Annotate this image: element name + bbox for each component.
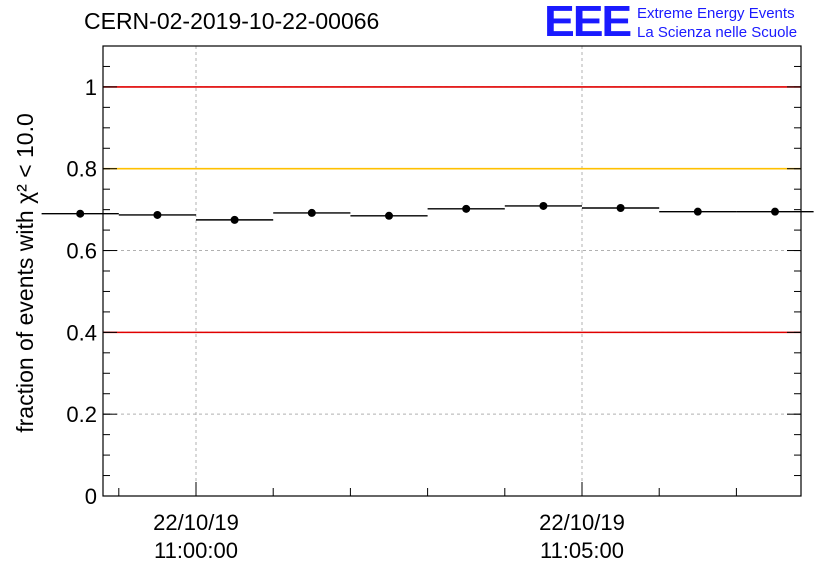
data-point: [771, 207, 779, 216]
data-point: [693, 207, 702, 216]
data-point: [385, 211, 393, 220]
y-tick-label: 0: [85, 484, 97, 509]
logo-caption: Extreme Energy Events La Scienza nelle S…: [637, 4, 797, 42]
y-tick-label: 1: [85, 75, 97, 100]
data-point: [153, 210, 162, 219]
data-point: [230, 215, 239, 224]
chart-title: CERN-02-2019-10-22-00066: [84, 8, 380, 34]
x-tick-label-date: 22/10/19: [539, 510, 625, 535]
data-point: [307, 208, 316, 217]
y-axis-label: fraction of events with χ² < 10.0: [12, 113, 38, 433]
data-point: [539, 201, 548, 210]
y-tick-label: 0.4: [66, 320, 97, 345]
x-tick-label-time: 11:05:00: [540, 538, 624, 563]
data-point: [76, 209, 85, 218]
logo-caption-line2: La Scienza nelle Scuole: [637, 24, 798, 41]
y-tick-label: 0.8: [66, 157, 97, 182]
y-tick-label: 0.6: [66, 239, 97, 264]
y-tick-label: 0.2: [66, 402, 97, 427]
x-tick-label-time: 11:00:00: [154, 538, 238, 563]
plot-frame: [102, 45, 802, 497]
x-tick-label-date: 22/10/19: [153, 510, 239, 535]
data-point: [616, 204, 625, 212]
eee-logo: EEE: [544, 0, 632, 46]
data-point: [462, 204, 471, 213]
logo-caption-line1: Extreme Energy Events: [637, 5, 795, 22]
